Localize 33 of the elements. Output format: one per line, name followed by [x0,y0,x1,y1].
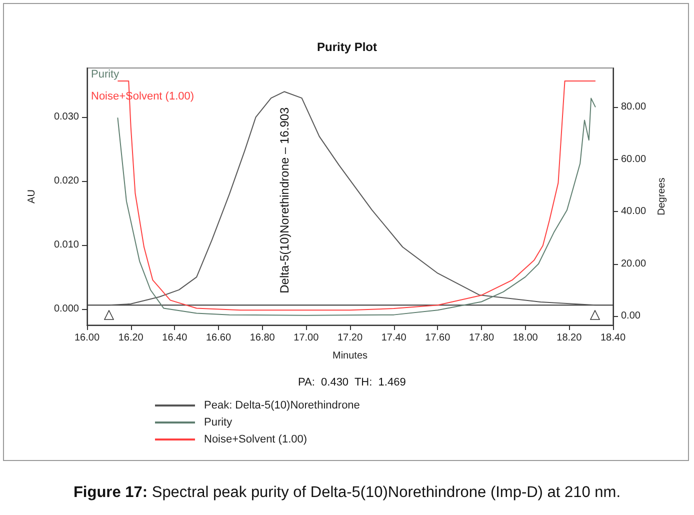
x-tick-label: 16.00 [74,332,100,344]
legend-label: Purity [204,416,233,428]
chart-title: Purity Plot [316,40,378,54]
caption: Figure 17: Spectral peak purity of Delta-5(10)Norethindrone (Imp-D) at 210 nm. [72,484,622,502]
x-tick-label: 16.40 [162,332,188,344]
y2-tick-label: 60.00 [621,154,646,165]
x-tick-label: 17.40 [381,332,407,344]
y2-tick-label: 20.00 [621,258,646,270]
x-tick-label: 16.20 [118,332,144,344]
x-axis-title: Minutes [332,350,368,362]
x-tick-label: 18.00 [512,332,538,344]
x-tick-label: 18.40 [600,332,626,344]
y-axis-title: AU [26,190,38,204]
x-tick-label: 17.20 [337,332,363,344]
x-tick-label: 17.00 [294,332,320,344]
y-tick-label: 0.000 [54,304,80,315]
y-tick-label: 0.020 [54,176,80,187]
x-tick-label: 16.80 [250,332,276,344]
x-tick-label: 16.60 [206,332,232,344]
x-tick-label: 17.80 [468,332,494,344]
y-tick-label: 0.030 [54,112,80,123]
legend-label: Noise+Solvent (1.00) [204,434,308,446]
y2-tick-label: 40.00 [621,206,646,218]
text: PA: 0.430 TH: 1.469 [298,376,406,388]
x-tick-label: 17.60 [425,332,451,344]
annotation: Delta-5(10)Norethindrone – 16.903 [277,106,292,294]
x-tick-label: 18.20 [556,332,582,344]
y2-tick-label: 0.00 [621,310,641,322]
y-tick-label: 0.010 [54,240,80,251]
y2-axis-title: Degrees [656,178,668,216]
y2-tick-label: 80.00 [621,102,646,113]
annotation: Purity [91,68,120,80]
legend-label: Peak: Delta-5(10)Norethindrone [204,400,360,412]
